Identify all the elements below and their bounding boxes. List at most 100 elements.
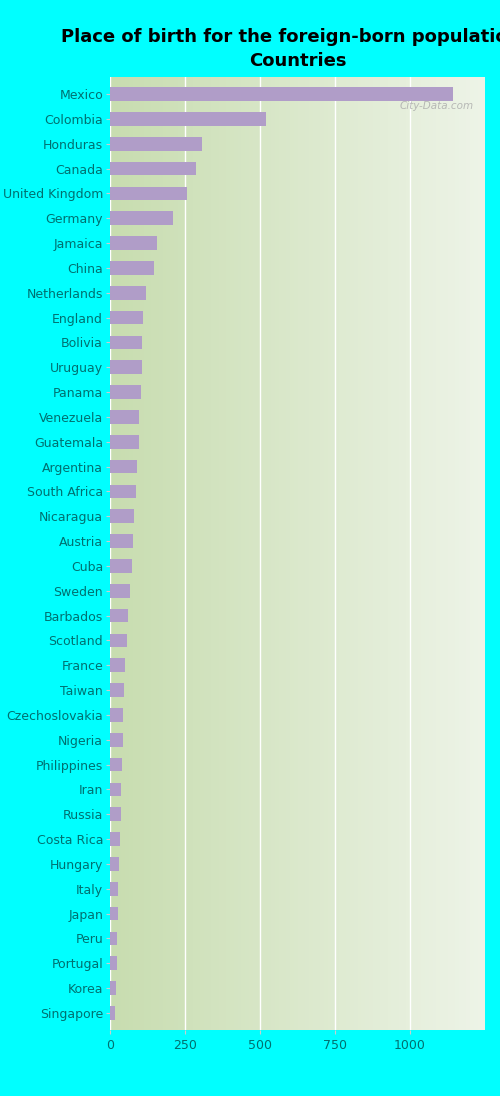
Bar — [432, 77, 436, 1030]
Bar — [354, 77, 358, 1030]
Bar — [376, 77, 380, 1030]
Bar — [110, 957, 116, 970]
Bar — [110, 808, 121, 821]
Bar — [170, 77, 174, 1030]
Bar — [110, 77, 114, 1030]
Bar — [230, 77, 234, 1030]
Bar — [388, 77, 391, 1030]
Bar — [462, 77, 466, 1030]
Bar — [110, 261, 154, 275]
Bar — [110, 361, 142, 374]
Bar — [455, 77, 459, 1030]
Bar — [256, 77, 260, 1030]
Bar — [110, 757, 122, 772]
Bar — [110, 112, 266, 126]
Bar — [125, 77, 129, 1030]
Bar — [204, 77, 208, 1030]
Bar — [110, 708, 123, 721]
Bar — [440, 77, 444, 1030]
Bar — [391, 77, 395, 1030]
Bar — [425, 77, 429, 1030]
Bar — [178, 77, 181, 1030]
Bar — [339, 77, 342, 1030]
Title: Place of birth for the foreign-born population -
Countries: Place of birth for the foreign-born popu… — [61, 28, 500, 70]
Bar — [110, 981, 116, 995]
Bar — [444, 77, 448, 1030]
Bar — [110, 882, 118, 895]
Bar — [275, 77, 279, 1030]
Bar — [110, 559, 132, 573]
Bar — [429, 77, 432, 1030]
Bar — [110, 708, 123, 721]
Bar — [110, 659, 125, 672]
Bar — [406, 77, 410, 1030]
Bar — [110, 137, 202, 150]
Bar — [226, 77, 230, 1030]
Bar — [358, 77, 361, 1030]
Bar — [121, 77, 125, 1030]
Bar — [166, 77, 170, 1030]
Bar — [279, 77, 282, 1030]
Bar — [414, 77, 418, 1030]
Bar — [384, 77, 388, 1030]
Bar — [162, 77, 166, 1030]
Bar — [136, 77, 140, 1030]
Bar — [365, 77, 369, 1030]
Bar — [110, 435, 138, 448]
Bar — [110, 162, 196, 175]
Bar — [418, 77, 421, 1030]
Bar — [110, 832, 120, 846]
Bar — [110, 435, 138, 448]
Bar — [211, 77, 215, 1030]
Bar — [129, 77, 132, 1030]
Bar — [110, 857, 119, 870]
Bar — [110, 311, 143, 324]
Bar — [181, 77, 185, 1030]
Bar — [271, 77, 275, 1030]
Bar — [110, 484, 136, 499]
Bar — [215, 77, 219, 1030]
Bar — [478, 77, 481, 1030]
Bar — [110, 162, 196, 175]
Bar — [110, 361, 142, 374]
Bar — [144, 77, 148, 1030]
Bar — [110, 584, 130, 597]
Bar — [380, 77, 384, 1030]
Bar — [421, 77, 425, 1030]
Bar — [260, 77, 264, 1030]
Bar — [234, 77, 237, 1030]
Bar — [174, 77, 178, 1030]
Bar — [159, 77, 162, 1030]
Bar — [110, 335, 142, 350]
Bar — [301, 77, 305, 1030]
Bar — [110, 633, 126, 648]
Bar — [312, 77, 316, 1030]
Bar — [110, 659, 125, 672]
Bar — [110, 608, 128, 623]
Bar — [110, 484, 136, 499]
Bar — [395, 77, 399, 1030]
Bar — [110, 683, 124, 697]
Bar — [361, 77, 365, 1030]
Bar — [110, 534, 134, 548]
Bar — [451, 77, 455, 1030]
Bar — [110, 1006, 116, 1019]
Bar — [268, 77, 271, 1030]
Bar — [110, 112, 266, 126]
Bar — [328, 77, 331, 1030]
Bar — [110, 510, 134, 523]
Bar — [110, 757, 122, 772]
Bar — [448, 77, 451, 1030]
Bar — [110, 459, 137, 473]
Bar — [410, 77, 414, 1030]
Bar — [110, 237, 156, 250]
Bar — [110, 882, 118, 895]
Bar — [110, 286, 146, 299]
Bar — [110, 906, 118, 921]
Bar — [132, 77, 136, 1030]
Bar — [282, 77, 286, 1030]
Bar — [200, 77, 204, 1030]
Bar — [110, 186, 186, 201]
Bar — [110, 608, 128, 623]
Bar — [481, 77, 485, 1030]
